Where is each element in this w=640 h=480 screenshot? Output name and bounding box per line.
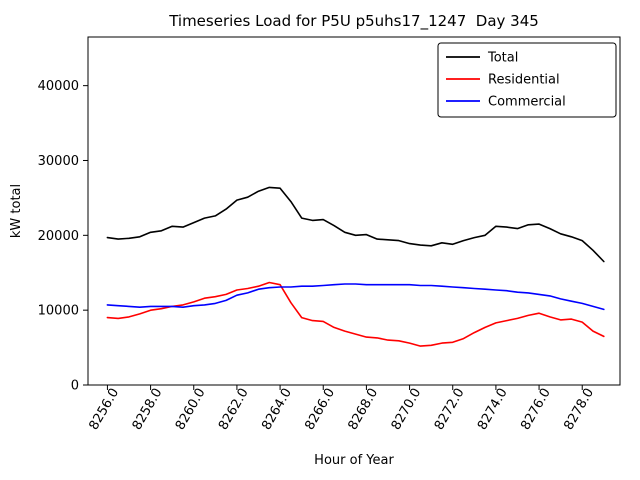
svg-text:8270.0: 8270.0 — [389, 386, 425, 433]
chart-title: Timeseries Load for P5U p5uhs17_1247 Day… — [168, 12, 539, 31]
x-tick-label: 8266.0 — [302, 386, 338, 433]
x-tick-label: 8270.0 — [389, 386, 425, 433]
x-tick-label: 8260.0 — [173, 386, 209, 433]
y-tick-label: 0 — [71, 379, 79, 394]
y-tick-label: 40000 — [38, 79, 79, 94]
svg-text:8268.0: 8268.0 — [346, 386, 382, 433]
svg-text:8258.0: 8258.0 — [130, 386, 166, 433]
x-tick-label: 8276.0 — [518, 386, 554, 433]
x-axis-label: Hour of Year — [314, 453, 394, 468]
legend: Total Residential Commercial — [437, 42, 617, 118]
y-axis-label: kW total — [9, 184, 24, 238]
svg-text:8264.0: 8264.0 — [259, 386, 295, 433]
x-tick-label: 8258.0 — [130, 386, 166, 433]
legend-box — [437, 42, 617, 118]
plot-border — [87, 36, 621, 386]
svg-text:8278.0: 8278.0 — [561, 386, 597, 433]
legend-item: Residential — [446, 73, 560, 88]
svg-text:8260.0: 8260.0 — [173, 386, 209, 433]
series-line-commercial — [106, 283, 605, 311]
legend-item: Total — [446, 51, 518, 66]
series-line-residential — [106, 281, 605, 347]
x-tick-label: 8264.0 — [259, 386, 295, 433]
svg-text:8272.0: 8272.0 — [432, 386, 468, 433]
legend-label: Total — [487, 51, 518, 66]
y-tick-label: 30000 — [38, 154, 79, 169]
x-tick-label: 8262.0 — [216, 386, 252, 433]
legend-label: Commercial — [488, 95, 566, 110]
legend-label: Residential — [488, 73, 560, 88]
series-line-total — [106, 186, 605, 263]
svg-text:8262.0: 8262.0 — [216, 386, 252, 433]
x-tick-label: 8278.0 — [561, 386, 597, 433]
y-tick-label: 10000 — [38, 304, 79, 319]
svg-text:8266.0: 8266.0 — [302, 386, 338, 433]
x-tick-label: 8256.0 — [87, 386, 123, 433]
svg-text:8256.0: 8256.0 — [87, 386, 123, 433]
legend-item: Commercial — [446, 95, 566, 110]
x-tick-label: 8274.0 — [475, 386, 511, 433]
y-tick-label: 20000 — [38, 229, 79, 244]
svg-text:8274.0: 8274.0 — [475, 386, 511, 433]
x-tick-label: 8268.0 — [346, 386, 382, 433]
svg-text:8276.0: 8276.0 — [518, 386, 554, 433]
x-tick-label: 8272.0 — [432, 386, 468, 433]
